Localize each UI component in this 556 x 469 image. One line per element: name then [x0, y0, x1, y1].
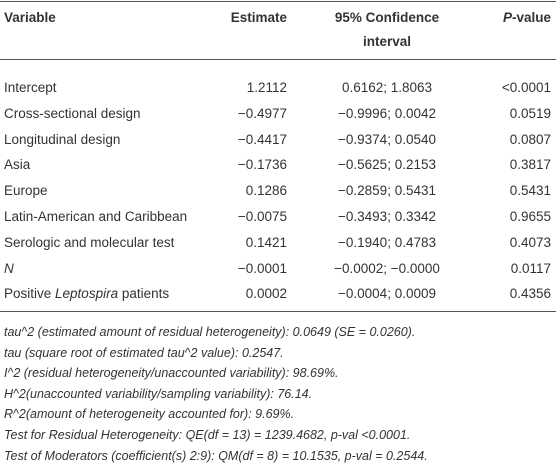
text-segment: N: [4, 260, 14, 276]
table-cell: <0.0001: [501, 80, 551, 95]
text-segment: P: [502, 10, 512, 25]
text-segment: -value: [511, 10, 551, 25]
table-cell: 0.5431: [509, 183, 551, 199]
table-cell: 0.0519: [509, 105, 551, 121]
table-cell: 0.0807: [509, 131, 551, 147]
footnote: H^2(unaccounted variability/sampling var…: [4, 386, 313, 401]
footnote: I^2 (residual heterogeneity/unaccounted …: [4, 366, 339, 381]
table-cell: 0.0117: [510, 260, 551, 276]
table-cell: −0.0004; 0.0009: [338, 286, 436, 302]
table-cell: 0.1421: [245, 234, 287, 250]
header-cell: Variable: [4, 10, 56, 25]
table-cell: Asia: [4, 157, 31, 173]
table-cell: −0.0002; −0.0000: [334, 260, 440, 276]
footnote: Test for Residual Heterogeneity: QE(df =…: [4, 428, 411, 442]
table-cell: −0.9996; 0.0042: [338, 105, 436, 121]
footnote: Test of Moderators (coefficient(s) 2:9):…: [4, 448, 428, 463]
table-cell: 0.9655: [509, 209, 551, 224]
footnote: R^2(amount of heterogeneity accounted fo…: [4, 407, 295, 422]
table-cell: −0.5625; 0.2153: [338, 157, 436, 173]
header-cell: Estimate: [230, 10, 287, 25]
text-segment: Positive: [4, 286, 56, 302]
top-rule: [0, 1, 556, 2]
table-cell: −0.1736: [237, 157, 287, 173]
table-cell: −0.0075: [237, 209, 287, 224]
text-segment: Leptospira: [55, 286, 119, 302]
table-cell: 0.4356: [509, 286, 551, 302]
table-cell: −0.4977: [237, 105, 287, 121]
table-cell: 1.2112: [246, 80, 287, 95]
table-cell: Cross-sectional design: [4, 105, 141, 121]
table-cell: Intercept: [4, 80, 57, 95]
table-cell: Latin-American and Caribbean: [4, 209, 188, 224]
header-cell: 95% Confidence interval: [334, 10, 440, 49]
table-cell: 0.3817: [509, 157, 551, 173]
text-segment: patients: [118, 286, 170, 302]
table-cell: 0.1286: [245, 183, 287, 199]
footnote: tau (square root of estimated tau^2 valu…: [4, 345, 284, 360]
table-cell: N: [4, 261, 14, 277]
table-cell: Longitudinal design: [4, 131, 121, 147]
table-cell: −0.1940; 0.4783: [338, 234, 436, 250]
table-cell: −0.4417: [237, 131, 287, 147]
bottom-rule: [0, 311, 556, 312]
table-cell: Serologic and molecular test: [4, 234, 175, 250]
table-cell: 0.4073: [509, 234, 551, 250]
table-cell: −0.3493; 0.3342: [338, 209, 436, 224]
footnote: tau^2 (estimated amount of residual hete…: [4, 325, 416, 339]
table-cell: −0.2859; 0.5431: [338, 183, 436, 199]
table-cell: 0.0002: [245, 286, 287, 302]
table-cell: 0.6162; 1.8063: [341, 80, 433, 95]
table-cell: Positive Leptospira patients: [4, 286, 169, 302]
header-rule: [0, 59, 556, 60]
header-cell: P-value: [503, 10, 551, 26]
table-cell: −0.9374; 0.0540: [338, 131, 436, 147]
table-cell: −0.0001: [237, 260, 287, 276]
table-cell: Europe: [4, 183, 48, 199]
